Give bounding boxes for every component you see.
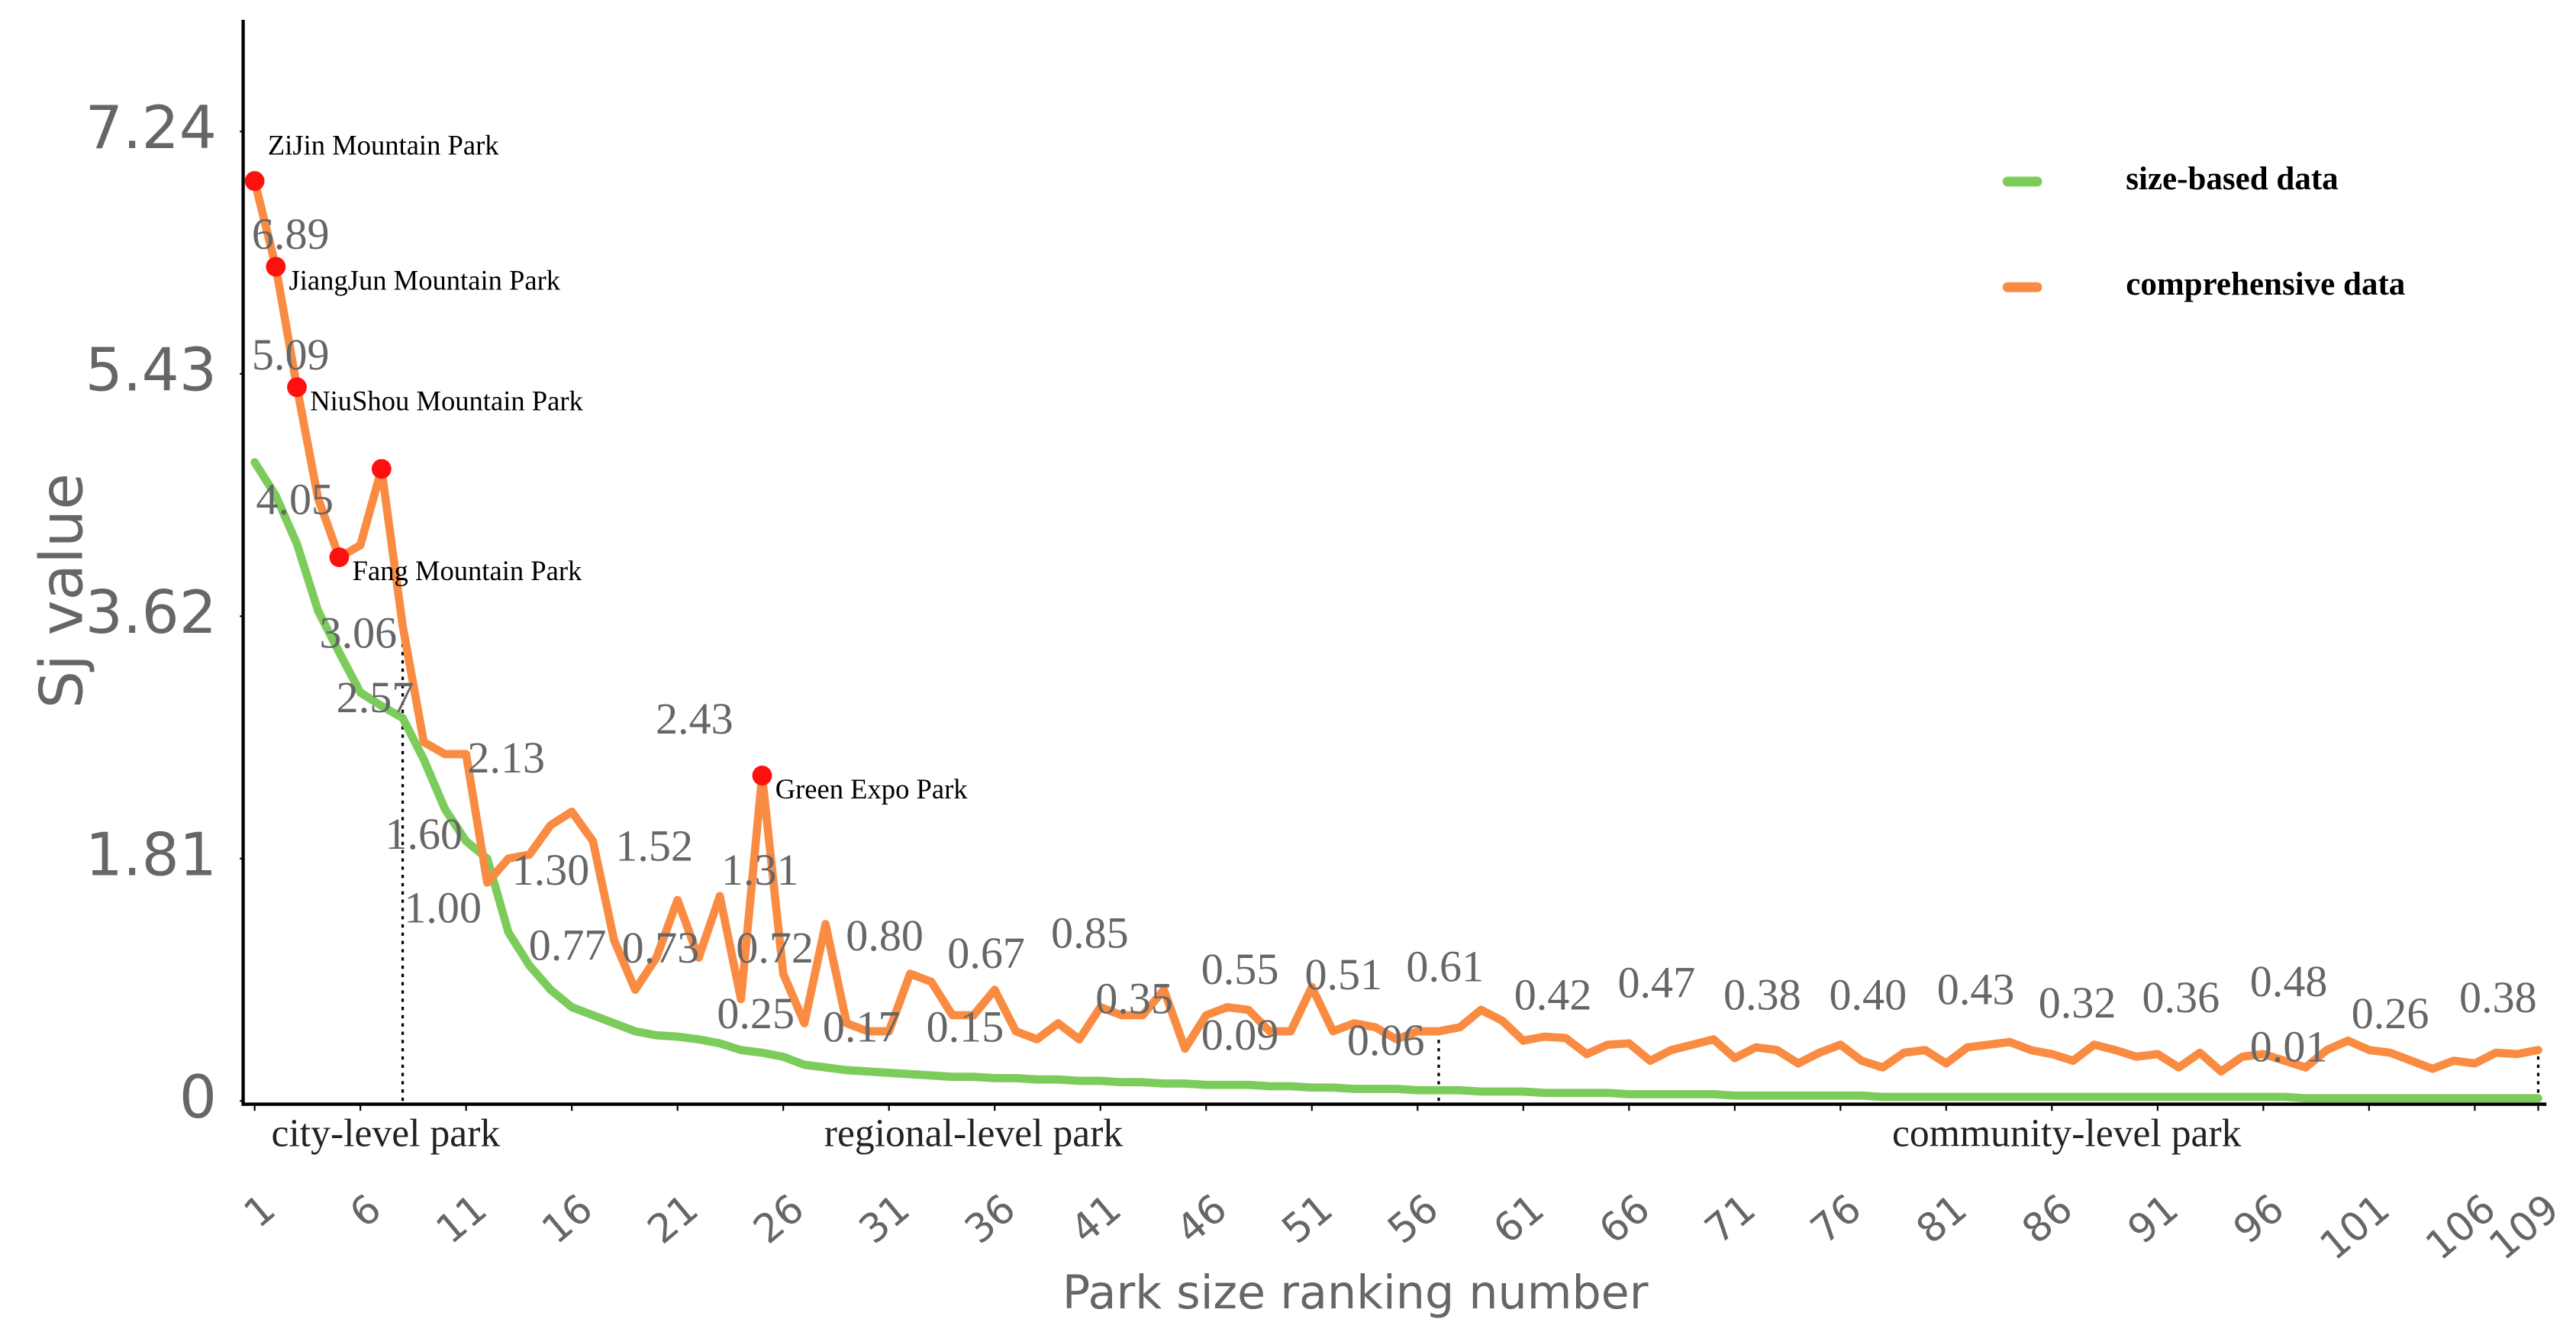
x-tick-label: 66 (1591, 1185, 1659, 1253)
value-annotation: 1.30 (512, 845, 590, 895)
x-tick-label: 76 (1802, 1185, 1870, 1253)
value-annotation: 5.09 (252, 330, 330, 379)
value-annotation: 0.40 (1829, 969, 1907, 1019)
value-annotation: 0.48 (2250, 956, 2328, 1006)
value-annotation: 0.72 (736, 923, 814, 972)
series-line (250, 458, 2542, 1103)
value-annotation: 6.89 (252, 209, 330, 259)
series-line (250, 176, 2542, 1076)
x-tick-label: 91 (2120, 1185, 2188, 1253)
y-tick-label: 5.43 (85, 336, 218, 405)
section-label: regional-level park (824, 1112, 1124, 1156)
highlight-label: Fang Mountain Park (353, 555, 582, 586)
value-annotation: 0.38 (2459, 972, 2537, 1022)
value-annotation: 4.05 (256, 474, 334, 524)
legend-label: comprehensive data (2126, 266, 2405, 302)
x-tick-label: 51 (1274, 1185, 1342, 1253)
value-annotation: 2.43 (656, 694, 733, 743)
x-tick-label: 31 (851, 1185, 919, 1253)
x-tick-label: 16 (534, 1185, 601, 1253)
value-annotation: 0.38 (1723, 969, 1801, 1019)
x-tick-label: 96 (2225, 1185, 2293, 1253)
highlight-label: NiuShou Mountain Park (310, 385, 583, 416)
x-tick-label: 41 (1062, 1185, 1130, 1253)
section-label: community-level park (1892, 1112, 2242, 1156)
value-annotation: 0.55 (1201, 944, 1279, 994)
x-tick-label: 71 (1697, 1185, 1765, 1253)
highlight-label: Green Expo Park (775, 773, 969, 805)
highlight-point (371, 459, 392, 479)
value-annotation: 1.52 (615, 821, 693, 871)
value-annotation: 0.47 (1617, 957, 1695, 1007)
x-tick-label: 81 (1908, 1185, 1976, 1253)
x-tick-label: 56 (1379, 1185, 1447, 1253)
value-annotation: 0.85 (1051, 908, 1129, 958)
x-tick-label: 46 (1168, 1185, 1236, 1253)
highlight-point (266, 256, 286, 277)
value-annotation: 0.42 (1514, 969, 1592, 1019)
value-annotation: 0.26 (2352, 989, 2429, 1038)
value-annotation: 1.31 (721, 845, 799, 895)
value-annotation: 1.60 (385, 809, 463, 859)
legend-label: size-based data (2126, 161, 2338, 197)
y-tick-label: 7.24 (85, 94, 218, 163)
value-annotation: 0.15 (927, 1001, 1004, 1051)
highlight-label: ZiJin Mountain Park (268, 129, 499, 160)
value-annotation: 0.06 (1347, 1015, 1425, 1065)
value-annotation: 0.01 (2250, 1022, 2328, 1072)
value-annotation: 0.67 (947, 928, 1025, 978)
highlight-point (752, 766, 772, 785)
value-annotation: 0.51 (1304, 950, 1382, 999)
value-annotation: 2.57 (337, 672, 414, 722)
x-tick-label: 26 (745, 1185, 813, 1253)
value-annotation: 0.35 (1095, 973, 1173, 1023)
x-tick-label: 86 (2013, 1185, 2081, 1253)
value-annotation: 0.09 (1201, 1010, 1279, 1059)
value-annotation: 0.77 (529, 920, 607, 969)
value-annotation: 0.25 (717, 989, 795, 1038)
x-tick-label: 109 (2481, 1185, 2568, 1269)
y-axis-label: Sj value (28, 473, 97, 708)
value-annotation: 0.73 (622, 923, 700, 972)
x-tick-label: 6 (341, 1185, 390, 1237)
y-tick-label: 1.81 (85, 821, 218, 889)
x-tick-label: 61 (1485, 1185, 1553, 1253)
x-tick-label: 1 (236, 1185, 285, 1237)
x-tick-label: 11 (428, 1185, 496, 1253)
value-annotation: 2.13 (467, 733, 545, 782)
y-tick-label: 0 (179, 1063, 217, 1132)
highlight-label: JiangJun Mountain Park (289, 264, 561, 295)
x-tick-label: 36 (956, 1185, 1024, 1253)
x-axis-label: Park size ranking number (1062, 1266, 1649, 1320)
value-annotation: 1.00 (404, 882, 482, 932)
x-tick-label: 101 (2312, 1185, 2399, 1269)
highlight-point (244, 171, 265, 192)
y-tick-label: 3.62 (85, 579, 218, 647)
highlight-point (287, 377, 307, 398)
value-annotation: 0.17 (823, 1001, 901, 1051)
x-tick-label: 21 (640, 1185, 708, 1253)
value-annotation: 0.61 (1406, 941, 1484, 991)
section-label: city-level park (272, 1112, 501, 1156)
value-annotation: 3.06 (320, 608, 398, 658)
value-annotation: 0.43 (1937, 964, 2015, 1014)
highlight-point (329, 547, 350, 568)
value-annotation: 0.80 (846, 911, 924, 960)
value-annotation: 0.32 (2039, 978, 2117, 1027)
value-annotation: 0.36 (2142, 972, 2220, 1022)
